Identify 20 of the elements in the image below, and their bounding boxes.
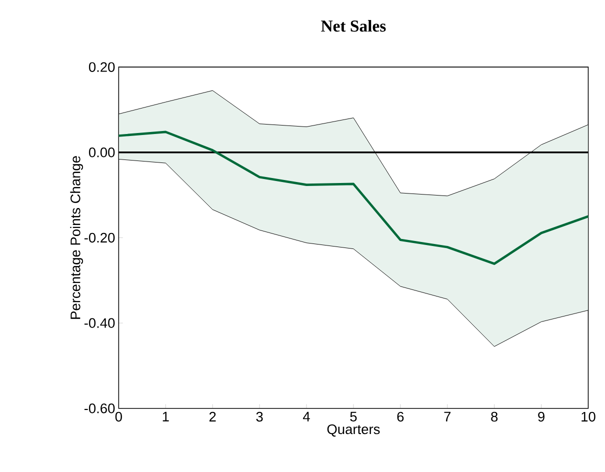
chart-title: Net Sales (321, 20, 386, 32)
y-tick-label: -0.60 (84, 404, 115, 414)
y-tick-label: -0.40 (84, 318, 115, 328)
y-tick-label: 0.00 (88, 148, 115, 158)
y-tick-label: -0.20 (84, 233, 115, 243)
x-tick-label: 1 (162, 412, 169, 422)
x-tick-label: 0 (115, 412, 122, 422)
x-tick-label: 8 (491, 412, 498, 422)
x-tick-label: 10 (582, 412, 596, 422)
x-tick-label: 2 (209, 412, 216, 422)
y-axis-title: Percentage Points Change (70, 156, 84, 320)
x-tick-label: 7 (444, 412, 451, 422)
x-axis-title: Quarters (327, 424, 380, 437)
line-series (118, 130, 590, 266)
x-tick-label: 5 (350, 412, 357, 422)
x-tick-label: 3 (256, 412, 263, 422)
y-tick-label: 0.20 (88, 62, 115, 72)
x-tick-label: 6 (397, 412, 404, 422)
x-tick-label: 9 (538, 412, 544, 422)
x-tick-label: 4 (302, 412, 310, 422)
